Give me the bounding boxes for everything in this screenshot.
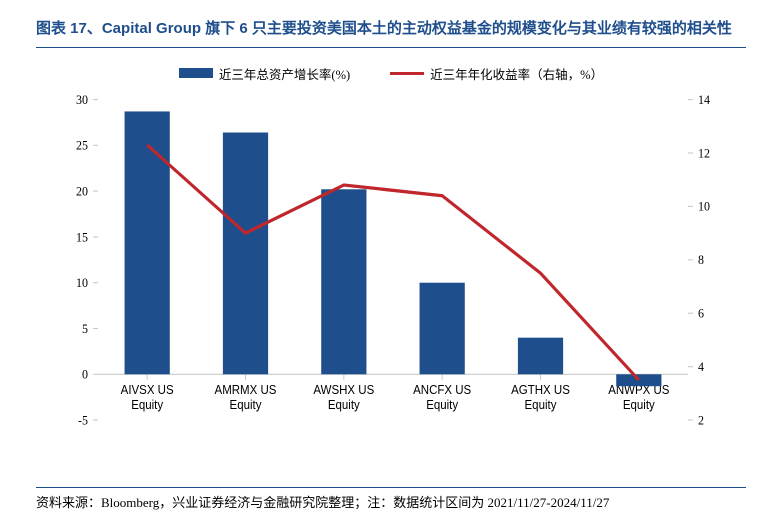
- svg-text:AMRMX US: AMRMX US: [215, 382, 277, 397]
- bar: [321, 189, 366, 374]
- svg-text:-5: -5: [78, 412, 88, 427]
- svg-text:AWSHX US: AWSHX US: [313, 382, 374, 397]
- source-block: 资料来源：Bloomberg，兴业证券经济与金融研究院整理；注：数据统计区间为 …: [36, 487, 746, 511]
- svg-text:ANCFX US: ANCFX US: [413, 382, 471, 397]
- bar: [616, 374, 661, 386]
- chart-svg: -50510152025302468101214AIVSX USEquityAM…: [36, 93, 746, 486]
- svg-text:10: 10: [76, 275, 88, 290]
- svg-text:Equity: Equity: [230, 397, 262, 412]
- chart-title-block: 图表 17、Capital Group 旗下 6 只主要投资美国本土的主动权益基…: [36, 18, 746, 48]
- chart-plot-area: -50510152025302468101214AIVSX USEquityAM…: [36, 93, 746, 486]
- svg-text:Equity: Equity: [525, 397, 557, 412]
- svg-text:2: 2: [698, 412, 704, 427]
- line-series: [147, 144, 639, 379]
- svg-text:14: 14: [698, 93, 711, 107]
- legend-item-line: 近三年年化收益率（右轴，%）: [390, 64, 603, 83]
- svg-text:Equity: Equity: [623, 397, 655, 412]
- legend-item-bar: 近三年总资产增长率(%): [179, 64, 350, 83]
- svg-text:10: 10: [698, 199, 710, 214]
- legend-line-label: 近三年年化收益率（右轴，%）: [430, 64, 603, 83]
- svg-text:12: 12: [698, 145, 710, 160]
- svg-text:30: 30: [76, 93, 88, 107]
- svg-text:AGTHX US: AGTHX US: [511, 382, 570, 397]
- svg-text:4: 4: [698, 359, 705, 374]
- svg-text:15: 15: [76, 229, 88, 244]
- bar-swatch-icon: [179, 68, 213, 78]
- svg-text:25: 25: [76, 138, 88, 153]
- bar: [223, 132, 268, 374]
- svg-text:Equity: Equity: [426, 397, 458, 412]
- bar: [420, 282, 465, 374]
- chart-title: 图表 17、Capital Group 旗下 6 只主要投资美国本土的主动权益基…: [36, 18, 746, 41]
- svg-text:8: 8: [698, 252, 704, 267]
- line-swatch-icon: [390, 72, 424, 75]
- legend: 近三年总资产增长率(%) 近三年年化收益率（右轴，%）: [36, 54, 746, 89]
- legend-bar-label: 近三年总资产增长率(%): [219, 64, 350, 83]
- svg-text:5: 5: [82, 321, 88, 336]
- svg-text:0: 0: [82, 367, 88, 382]
- svg-text:AIVSX US: AIVSX US: [121, 382, 174, 397]
- bar: [518, 337, 563, 374]
- source-text: 资料来源：Bloomberg，兴业证券经济与金融研究院整理；注：数据统计区间为 …: [36, 492, 746, 511]
- svg-text:20: 20: [76, 184, 88, 199]
- svg-text:Equity: Equity: [131, 397, 163, 412]
- svg-text:6: 6: [698, 306, 704, 321]
- bar: [125, 111, 170, 374]
- svg-text:Equity: Equity: [328, 397, 360, 412]
